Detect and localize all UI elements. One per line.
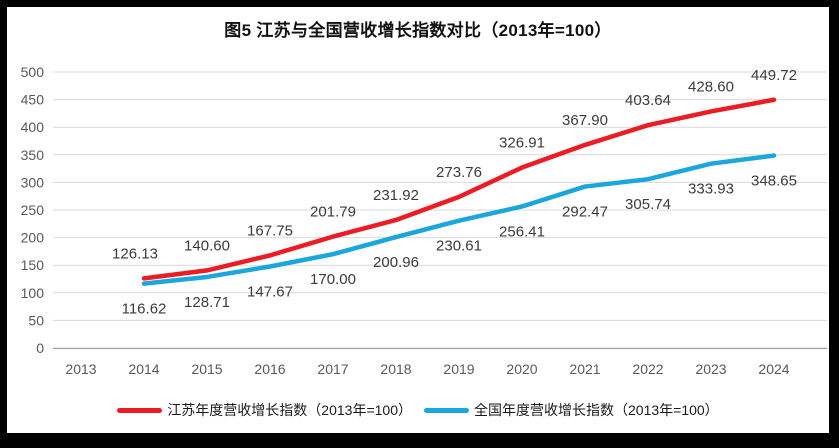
data-label-national: 170.00 xyxy=(310,271,356,288)
legend-label-national: 全国年度营收增长指数（2013年=100） xyxy=(474,402,719,418)
x-axis-tick-label: 2017 xyxy=(317,361,348,377)
data-label-jiangsu: 201.79 xyxy=(310,204,356,221)
legend-label-jiangsu: 江苏年度营收增长指数（2013年=100） xyxy=(167,402,412,418)
x-axis-tick-label: 2018 xyxy=(380,361,411,377)
y-axis-tick-label: 400 xyxy=(21,119,45,135)
data-label-national: 305.74 xyxy=(625,196,671,213)
legend-item-jiangsu: 江苏年度营收增长指数（2013年=100） xyxy=(117,400,412,420)
data-label-jiangsu: 367.90 xyxy=(562,112,608,129)
data-label-national: 256.41 xyxy=(499,223,545,240)
data-label-national: 200.96 xyxy=(373,254,419,271)
x-axis-tick-label: 2020 xyxy=(506,361,537,377)
x-axis-tick-label: 2024 xyxy=(758,361,789,377)
legend-item-national: 全国年度营收增长指数（2013年=100） xyxy=(424,400,719,420)
y-axis-tick-label: 300 xyxy=(21,174,45,190)
chart-background xyxy=(7,7,829,433)
y-axis-tick-label: 500 xyxy=(21,64,45,80)
chart-title: 图5 江苏与全国营收增长指数对比（2013年=100） xyxy=(224,21,612,40)
data-label-national: 147.67 xyxy=(247,283,293,300)
national-line-swatch xyxy=(424,407,469,413)
x-axis-tick-label: 2023 xyxy=(695,361,726,377)
data-label-national: 348.65 xyxy=(751,173,797,190)
series-line-national xyxy=(141,153,777,286)
x-axis-tick-label: 2019 xyxy=(443,361,474,377)
y-axis-tick-label: 450 xyxy=(21,92,45,108)
x-axis-tick-label: 2015 xyxy=(191,361,222,377)
data-label-jiangsu: 403.64 xyxy=(625,92,671,109)
y-axis-tick-label: 200 xyxy=(21,230,45,246)
y-axis-tick-label: 100 xyxy=(21,285,45,301)
x-axis-tick-label: 2014 xyxy=(128,361,159,377)
data-label-national: 333.93 xyxy=(688,181,734,198)
data-label-jiangsu: 126.13 xyxy=(112,245,158,262)
x-axis-tick-label: 2016 xyxy=(254,361,285,377)
data-label-national: 128.71 xyxy=(184,294,230,311)
data-label-jiangsu: 140.60 xyxy=(184,237,230,254)
data-label-national: 230.61 xyxy=(436,238,482,255)
y-axis-tick-label: 50 xyxy=(28,312,44,328)
data-label-jiangsu: 273.76 xyxy=(436,164,482,181)
data-label-jiangsu: 449.72 xyxy=(751,67,797,84)
chart-legend: 江苏年度营收增长指数（2013年=100） 全国年度营收增长指数（2013年=1… xyxy=(7,400,829,420)
x-axis-tick-label: 2021 xyxy=(569,361,600,377)
data-label-jiangsu: 428.60 xyxy=(688,78,734,95)
y-axis-tick-label: 0 xyxy=(36,340,44,356)
y-axis-tick-label: 250 xyxy=(21,202,45,218)
x-axis-tick-label: 2022 xyxy=(632,361,663,377)
jiangsu-line-swatch xyxy=(117,407,163,413)
y-axis-tick-label: 350 xyxy=(21,147,45,163)
x-axis-tick-label: 2013 xyxy=(65,361,96,377)
data-label-jiangsu: 231.92 xyxy=(373,187,419,204)
y-axis-tick-label: 150 xyxy=(21,257,45,273)
data-label-national: 116.62 xyxy=(122,301,167,318)
data-label-national: 292.47 xyxy=(562,204,608,221)
data-label-jiangsu: 167.75 xyxy=(247,222,293,239)
data-label-jiangsu: 326.91 xyxy=(499,135,545,152)
series-line-jiangsu xyxy=(141,97,777,281)
